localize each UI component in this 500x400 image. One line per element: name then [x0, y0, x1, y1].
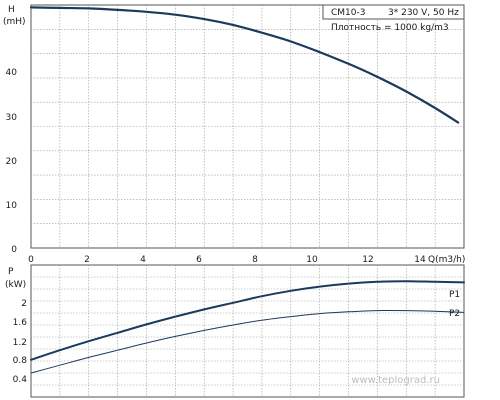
- watermark: www.teplograd.ru: [351, 375, 440, 386]
- q-tick-label: 8: [252, 255, 258, 265]
- power-panel: P (kW) 2 1.6 1.2 0.8 0.4 P1 P2: [5, 264, 465, 398]
- power-axis-symbol: P: [8, 267, 14, 277]
- model-info-box: [322, 4, 465, 20]
- power-tick-label: 2: [21, 299, 27, 309]
- q-tick-label: 0: [28, 255, 34, 265]
- head-tick-label: 40: [6, 68, 18, 78]
- power-tick-label: 1.6: [13, 318, 28, 328]
- head-tick-label: 20: [6, 157, 18, 167]
- head-tick-label: 0: [11, 245, 17, 255]
- head-tick-label: 30: [6, 113, 18, 123]
- fluid-density: Плотность = 1000 kg/m3: [331, 23, 449, 33]
- q-axis-title: Q(m3/h): [428, 255, 465, 265]
- power-supply: 3* 230 V, 50 Hz: [388, 8, 459, 18]
- head-panel: H (mH) 40 30 20 10 0 0 2 4 6 8 10 12 14 …: [3, 4, 465, 265]
- power-tick-label: 1.2: [13, 338, 27, 348]
- q-tick-label: 14: [414, 255, 426, 265]
- q-tick-label: 2: [84, 255, 90, 265]
- power-panel-frame: [30, 264, 465, 398]
- power-tick-label: 0.8: [13, 356, 28, 366]
- p1-label: P1: [449, 290, 460, 300]
- p2-label: P2: [449, 309, 460, 319]
- q-tick-label: 12: [362, 255, 373, 265]
- head-axis-unit: (mH): [3, 17, 26, 27]
- p1-curve: [30, 280, 465, 361]
- power-tick-label: 0.4: [13, 375, 28, 385]
- q-tick-label: 10: [306, 255, 318, 265]
- p2-curve: [30, 309, 465, 374]
- head-curve: [29, 6, 460, 124]
- power-grid: [31, 265, 464, 397]
- head-axis-symbol: H: [8, 5, 15, 15]
- pump-model: CM10-3: [331, 8, 365, 18]
- q-tick-label: 4: [140, 255, 146, 265]
- power-axis-unit: (kW): [5, 280, 26, 290]
- head-tick-label: 10: [6, 201, 18, 211]
- q-tick-label: 6: [196, 255, 202, 265]
